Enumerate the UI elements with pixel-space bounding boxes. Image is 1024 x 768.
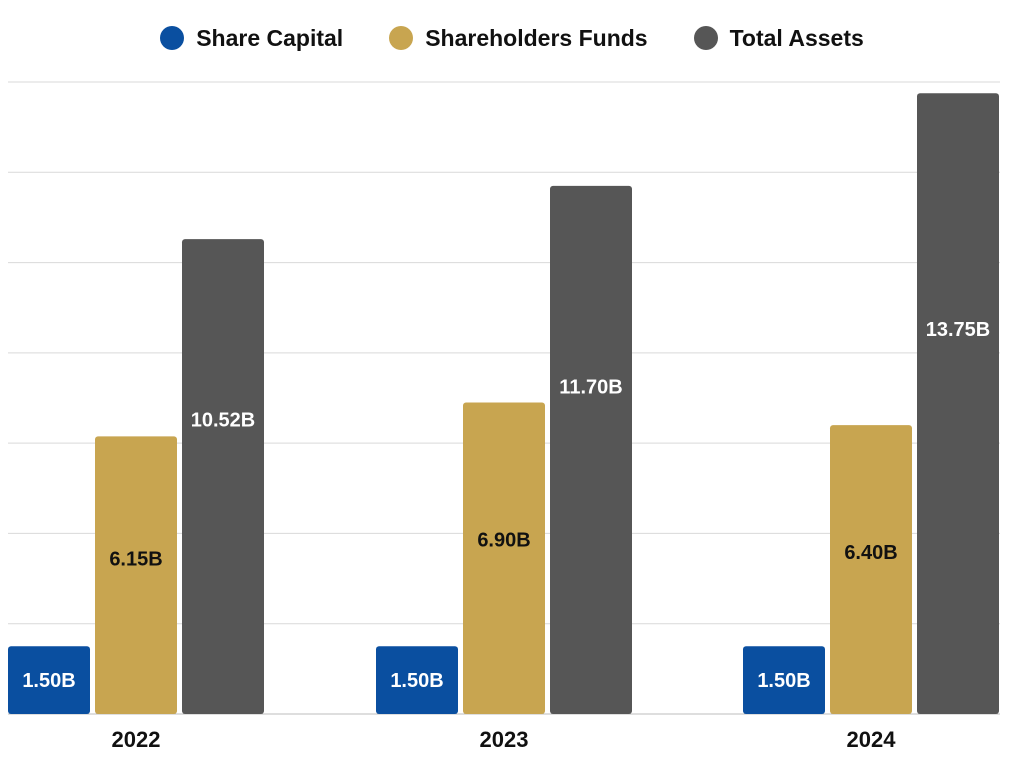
bar-shareholders-funds-2023 (463, 402, 545, 714)
legend-dot-share-capital (160, 26, 185, 50)
bar-shareholders-funds-2024 (830, 425, 912, 714)
legend-dot-total-assets (693, 26, 718, 50)
data-label-share-capital-2022: 1.50B (22, 670, 75, 692)
x-tick-label-2022: 2022 (112, 727, 161, 752)
bar-share-capital-2022 (8, 646, 90, 714)
bar-total-assets-2024 (917, 93, 999, 715)
legend-label-share-capital: Share Capital (196, 24, 344, 51)
data-label-total-assets-2024: 13.75B (926, 319, 991, 341)
data-label-total-assets-2023: 11.70B (559, 377, 622, 399)
legend: Share Capital Shareholders Funds Total A… (0, 20, 1024, 56)
legend-label-shareholders-funds: Shareholders Funds (425, 24, 648, 51)
data-label-shareholders-funds-2023: 6.90B (477, 530, 530, 552)
x-tick-label-2023: 2023 (480, 727, 529, 752)
bar-total-assets-2022 (182, 239, 264, 714)
bar-share-capital-2023 (376, 646, 458, 714)
legend-item-share-capital: Share Capital (160, 25, 343, 52)
data-label-shareholders-funds-2022: 6.15B (109, 549, 162, 571)
data-label-shareholders-funds-2024: 6.40B (844, 542, 897, 564)
data-label-share-capital-2024: 1.50B (757, 670, 810, 692)
legend-dot-shareholders-funds (389, 26, 414, 50)
bar-share-capital-2024 (743, 646, 825, 714)
x-tick-label-2024: 2024 (847, 727, 897, 752)
data-label-total-assets-2022: 10.52B (191, 410, 256, 432)
legend-label-total-assets: Total Assets (729, 24, 864, 51)
legend-item-shareholders-funds: Shareholders Funds (389, 24, 648, 52)
legend-item-total-assets: Total Assets (693, 24, 864, 52)
bar-shareholders-funds-2022 (95, 436, 177, 714)
data-label-share-capital-2023: 1.50B (390, 670, 443, 692)
bar-total-assets-2023 (550, 185, 632, 715)
